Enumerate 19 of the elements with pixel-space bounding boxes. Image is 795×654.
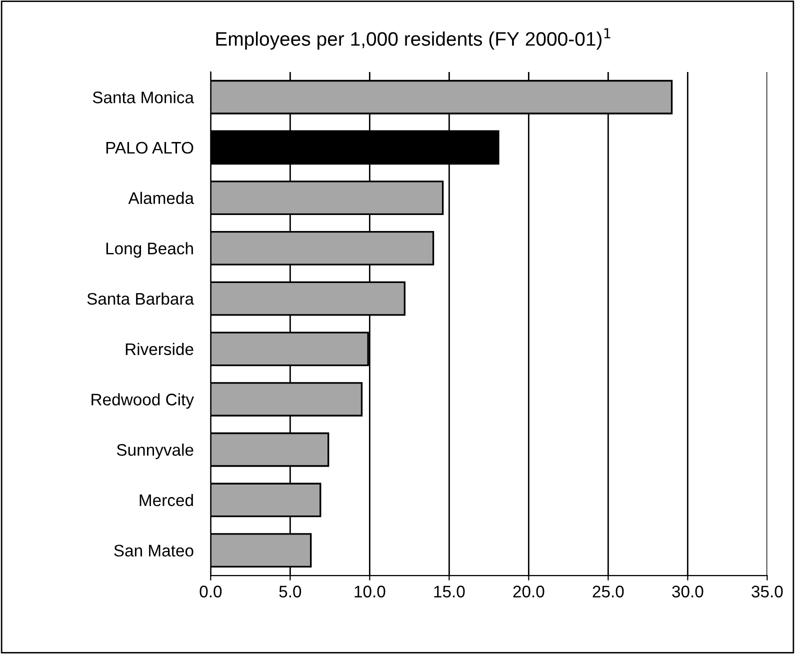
y-tick-label: Sunnyvale <box>116 444 194 460</box>
x-tick-label: 15.0 <box>434 586 465 598</box>
y-tick-label: Santa Monica <box>92 91 194 104</box>
y-tick-label: Santa Barbara <box>87 292 194 305</box>
x-tick-label: 20.0 <box>513 586 544 598</box>
y-tick-label: Redwood City <box>92 393 194 409</box>
y-tick-label: Merced <box>140 494 193 506</box>
y-tick-label: PALO ALTO <box>106 142 194 154</box>
x-tick-label: 10.0 <box>354 586 386 598</box>
y-tick-label: Long Beach <box>106 242 193 258</box>
chart-title: Employees per 1,000 residents (FY 2000-01)$^{1}$ <box>216 28 610 50</box>
x-tick-label: 25.0 <box>592 586 624 598</box>
x-tick-label: 5.0 <box>279 586 302 598</box>
x-tick-label: 0.0 <box>200 586 222 598</box>
y-tick-label: Alameda <box>128 192 194 204</box>
y-tick-label: San Mateo <box>114 544 194 557</box>
x-tick-label: 35.0 <box>752 586 783 598</box>
x-tick-label: 30.0 <box>672 586 704 598</box>
y-tick-label: Riverside <box>126 342 194 356</box>
